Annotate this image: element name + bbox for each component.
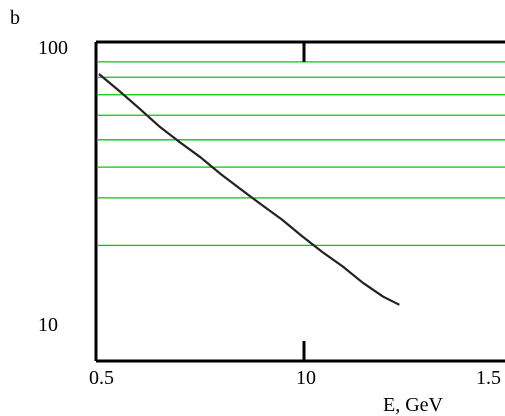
x-tick-label-10: 10 xyxy=(296,367,316,389)
y-tick-label-10: 10 xyxy=(38,314,58,336)
gridlines xyxy=(98,61,505,247)
x-tick-label-1.5: 1.5 xyxy=(476,367,501,389)
x-tick-label-0.5: 0.5 xyxy=(89,367,114,389)
series-line-0 xyxy=(98,73,400,306)
series-group xyxy=(98,73,400,306)
y-tick-label-100: 100 xyxy=(38,37,68,59)
panel-label: b xyxy=(10,7,20,29)
x-axis-label: E, GeV xyxy=(383,394,444,416)
